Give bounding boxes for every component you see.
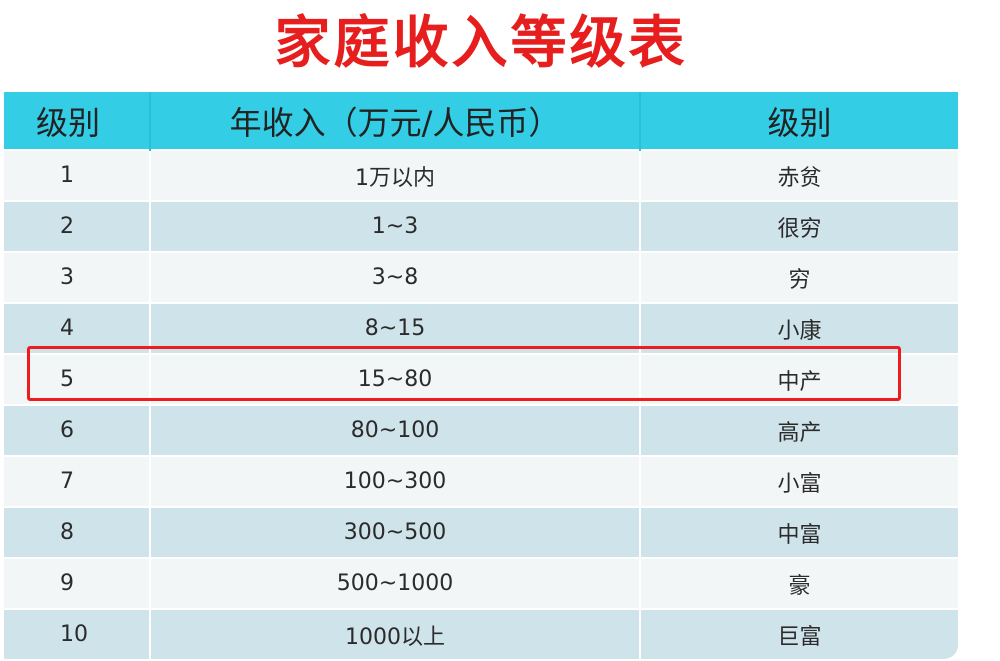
grade-cell: 小康 xyxy=(640,302,958,354)
grade-cell: 小富 xyxy=(640,455,958,507)
income-cell: 500~1000 xyxy=(150,557,641,609)
level-cell: 1 xyxy=(4,149,151,201)
level-cell: 10 xyxy=(4,608,151,659)
table-row: 6 80~100 高产 xyxy=(4,404,958,456)
table-row: 1 1万以内 赤贫 xyxy=(4,149,958,201)
income-cell: 15~80 xyxy=(150,353,641,405)
grade-cell: 巨富 xyxy=(640,608,958,659)
table-header: 级别 年收入（万元/人民币） 级别 xyxy=(4,92,958,150)
page-title: 家庭收入等级表 xyxy=(274,11,688,76)
grade-cell: 中富 xyxy=(640,506,958,558)
grade-cell: 很穷 xyxy=(640,200,958,252)
income-cell: 1万以内 xyxy=(150,149,641,201)
income-cell: 100~300 xyxy=(150,455,641,507)
income-cell: 8~15 xyxy=(150,302,641,354)
level-cell: 4 xyxy=(4,302,151,354)
column-header-level: 级别 xyxy=(4,92,151,150)
column-header-grade: 级别 xyxy=(640,92,958,150)
table-row: 4 8~15 小康 xyxy=(4,302,958,354)
level-cell: 6 xyxy=(4,404,151,456)
table-row: 7 100~300 小富 xyxy=(4,455,958,507)
table-row: 2 1~3 很穷 xyxy=(4,200,958,252)
level-cell: 9 xyxy=(4,557,151,609)
grade-cell: 赤贫 xyxy=(640,149,958,201)
grade-cell: 穷 xyxy=(640,251,958,303)
level-cell: 7 xyxy=(4,455,151,507)
table-row: 9 500~1000 豪 xyxy=(4,557,958,609)
income-cell: 300~500 xyxy=(150,506,641,558)
income-cell: 3~8 xyxy=(150,251,641,303)
income-cell: 1~3 xyxy=(150,200,641,252)
table-row: 3 3~8 穷 xyxy=(4,251,958,303)
level-cell: 3 xyxy=(4,251,151,303)
table-row-highlighted: 5 15~80 中产 xyxy=(4,353,958,405)
level-cell: 5 xyxy=(4,353,151,405)
income-cell: 1000以上 xyxy=(150,608,641,659)
grade-cell: 豪 xyxy=(640,557,958,609)
income-cell: 80~100 xyxy=(150,404,641,456)
table-row: 8 300~500 中富 xyxy=(4,506,958,558)
grade-cell: 高产 xyxy=(640,404,958,456)
grade-cell: 中产 xyxy=(640,353,958,405)
level-cell: 2 xyxy=(4,200,151,252)
table-body: 1 1万以内 赤贫 2 1~3 很穷 3 3~8 穷 4 8~15 小康 5 1 xyxy=(4,149,958,659)
column-header-income: 年收入（万元/人民币） xyxy=(150,92,641,150)
level-cell: 8 xyxy=(4,506,151,558)
table-header-row: 级别 年收入（万元/人民币） 级别 xyxy=(4,92,958,150)
table-row: 10 1000以上 巨富 xyxy=(4,608,958,659)
income-level-table: 级别 年收入（万元/人民币） 级别 1 1万以内 赤贫 2 1~3 很穷 3 3… xyxy=(4,92,958,659)
